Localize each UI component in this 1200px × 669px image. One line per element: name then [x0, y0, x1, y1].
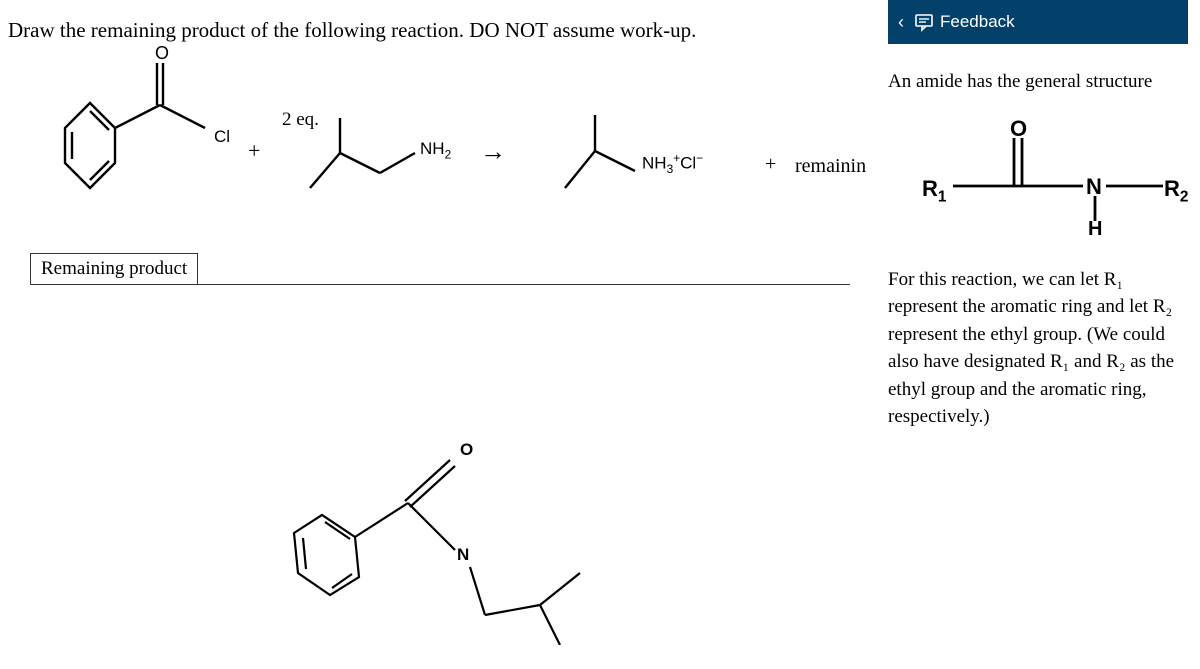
h-label: H: [1088, 218, 1102, 241]
question-text: Draw the remaining product of the follow…: [0, 0, 880, 43]
oxygen-label: O: [460, 440, 473, 460]
nitrogen-label: N: [457, 545, 469, 565]
answer-canvas[interactable]: O N: [30, 284, 850, 664]
amide-formula: R1 O N H R2: [888, 106, 1188, 236]
svg-text:O: O: [155, 43, 169, 63]
feedback-header[interactable]: ‹ Feedback: [888, 0, 1188, 44]
feedback-icon: [914, 12, 934, 32]
explanation-text: For this reaction, we can let R₁ represe…: [888, 266, 1188, 431]
product-structure: [260, 325, 660, 645]
feedback-panel: ‹ Feedback An amide has the general stru…: [880, 0, 1200, 669]
back-chevron-icon[interactable]: ‹: [898, 12, 904, 33]
reaction-arrow: →: [480, 137, 506, 167]
plus-reagent: +: [248, 138, 260, 164]
o-label: O: [1010, 116, 1027, 142]
amine-structure: [280, 103, 440, 213]
feedback-title: Feedback: [940, 12, 1015, 32]
remaining-label: remainin: [795, 155, 866, 178]
answer-label-box: Remaining product: [30, 253, 198, 284]
n-label: N: [1086, 174, 1102, 200]
r2-label: R2: [1164, 176, 1188, 206]
amide-intro: An amide has the general structure: [888, 68, 1188, 96]
reaction-scheme: O Cl + 2 eq. NH2 → NH3+Cl− +: [0, 43, 880, 253]
nh2-label: NH2: [420, 139, 451, 161]
answer-label: Remaining product: [31, 254, 197, 284]
plus-product: +: [765, 153, 776, 176]
cl-label: Cl: [214, 127, 230, 147]
r1-label: R1: [922, 176, 946, 206]
salt-label: NH3+Cl−: [642, 151, 703, 176]
